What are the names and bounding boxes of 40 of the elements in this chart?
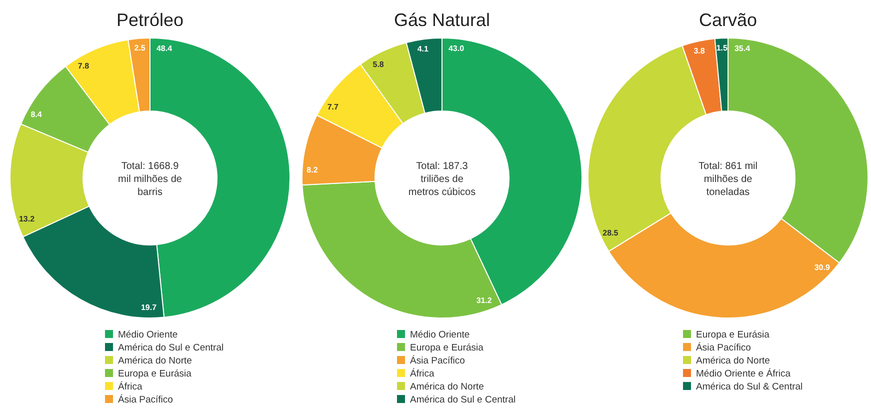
data-label: 3.8 bbox=[694, 46, 706, 56]
data-label: 7.7 bbox=[327, 102, 340, 112]
data-label: 13.2 bbox=[18, 214, 36, 224]
text: Total: 1668.9 mil milhões de barris bbox=[118, 161, 182, 198]
legend-label: África bbox=[410, 368, 435, 380]
legend-label: África bbox=[118, 380, 143, 392]
text: Total: 187.3 triliões de metros cúbicos bbox=[408, 161, 476, 198]
legend-label: Europa e Eurásia bbox=[118, 368, 192, 380]
data-label: 28.5 bbox=[602, 228, 619, 238]
legend-label: Europa e Eurásia bbox=[696, 330, 770, 340]
legend-label: América do Norte bbox=[410, 382, 484, 392]
data-label: 19.7 bbox=[140, 303, 158, 312]
chart-title: Carvão bbox=[698, 10, 758, 30]
legend-label: América do Norte bbox=[696, 356, 770, 366]
data-label: 4.1 bbox=[417, 44, 429, 54]
data-label: 2.5 bbox=[134, 44, 146, 53]
data-label: 35.4 bbox=[734, 44, 751, 53]
legend-label: Médio Oriente e África bbox=[696, 368, 792, 380]
legend-label: Ásia Pacífico bbox=[118, 394, 173, 406]
legend-label: América do Sul e Central bbox=[410, 394, 516, 406]
chart-title: Gás Natural bbox=[394, 10, 490, 30]
legend-label: América do Sul & Central bbox=[696, 382, 803, 392]
data-label: 7.8 bbox=[78, 61, 90, 70]
chart-title: Petróleo bbox=[116, 10, 184, 30]
data-label: 8.2 bbox=[306, 165, 318, 174]
legend-label: América do Sul e Central bbox=[118, 342, 224, 354]
data-label: 1.5 bbox=[716, 43, 728, 52]
legend-label: Ásia Pacífico bbox=[696, 342, 751, 354]
data-label: 31.2 bbox=[476, 296, 492, 306]
data-label: 48.4 bbox=[156, 44, 173, 53]
data-label: 8.4 bbox=[30, 110, 42, 120]
legend-label: América do Norte bbox=[118, 356, 192, 366]
data-label: 43.0 bbox=[448, 44, 465, 53]
data-label: 5.8 bbox=[372, 60, 384, 69]
legend-label: Ásia Pacífico bbox=[410, 354, 465, 366]
data-label: 30.9 bbox=[814, 262, 830, 272]
text: Total: 861 mil milhões de toneladas bbox=[698, 161, 758, 198]
legend-label: Europa e Eurásia bbox=[410, 342, 484, 354]
legend-label: Médio Oriente bbox=[410, 330, 470, 340]
legend-label: Médio Oriente bbox=[118, 330, 178, 340]
